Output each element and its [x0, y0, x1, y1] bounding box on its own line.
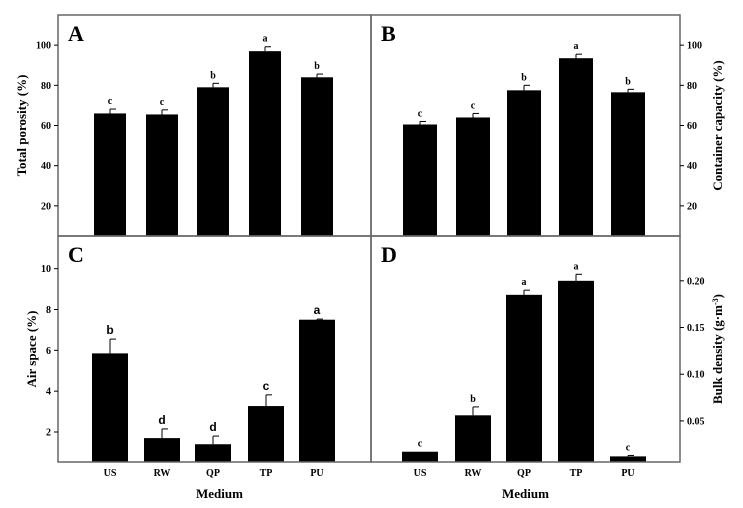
x-axis-label: Medium [196, 486, 243, 501]
significance-label: b [521, 72, 527, 83]
y-tick-label: 80 [687, 81, 697, 92]
panel-C: b US d RW d QP c TP a PU 2 4 6 8 10 C Air space (%) Mediu… [24, 235, 372, 501]
panel-B: c c b a b 20 40 60 80 100 B Container capacity (%) [370, 14, 725, 237]
significance-label: a [574, 41, 579, 52]
bar-US [403, 124, 437, 236]
x-tick-label: TP [260, 468, 273, 479]
bar-US [94, 113, 126, 236]
panel-letter: B [381, 21, 396, 46]
bar-PU [611, 92, 645, 236]
bar-PU [301, 77, 333, 236]
y-axis-label-sup: -3 [711, 298, 720, 305]
y-tick-label: 100 [687, 41, 702, 52]
significance-label: d [158, 413, 165, 427]
bar-PU [610, 456, 646, 462]
significance-label: c [160, 97, 165, 108]
significance-label: a [574, 261, 579, 272]
significance-label: a [314, 303, 321, 317]
y-axis-label-end: ) [710, 294, 725, 298]
y-tick-label: 10 [41, 264, 51, 275]
significance-label: c [418, 108, 423, 119]
bar-TP [249, 51, 281, 236]
significance-label: c [263, 379, 270, 393]
significance-label: c [471, 100, 476, 111]
significance-label: d [209, 420, 216, 434]
x-axis-label: Medium [502, 486, 549, 501]
y-tick-label: 0.05 [687, 416, 705, 427]
significance-label: b [470, 394, 476, 405]
bar-PU [299, 319, 335, 462]
panel-frame [370, 235, 681, 463]
bar-TP [559, 58, 593, 237]
x-tick-label: QP [206, 468, 220, 479]
y-tick-label: 20 [41, 201, 51, 212]
y-tick-label: 100 [36, 41, 51, 52]
bar-US [402, 451, 438, 462]
y-tick-label: 60 [687, 121, 697, 132]
significance-label: c [418, 439, 423, 450]
x-tick-label: PU [310, 468, 323, 479]
panel-letter: A [68, 21, 84, 46]
x-tick-label: US [414, 468, 427, 479]
y-tick-label: 20 [687, 201, 697, 212]
bar-US [92, 353, 128, 462]
y-tick-label: 60 [41, 121, 51, 132]
panel-D: c US b RW a QP a TP c PU 0.05 0.10 0.15 0.20 D Bulk den… [370, 235, 725, 501]
panel-letter: D [381, 242, 397, 267]
x-tick-label: US [104, 468, 117, 479]
panel-letter: C [68, 242, 84, 267]
x-tick-label: QP [517, 468, 531, 479]
y-tick-label: 0.10 [687, 370, 705, 381]
x-tick-label: TP [570, 468, 583, 479]
significance-label: a [263, 34, 268, 45]
bar-TP [558, 280, 594, 462]
bar-RW [146, 114, 178, 236]
significance-label: c [626, 442, 631, 453]
y-axis-label: Container capacity (%) [710, 60, 725, 190]
bar-QP [197, 87, 229, 236]
bar-RW [456, 117, 490, 236]
significance-label: b [314, 61, 320, 72]
y-tick-label: 80 [41, 81, 51, 92]
x-tick-label: RW [154, 468, 171, 479]
bar-QP [506, 294, 542, 462]
significance-label: c [108, 96, 113, 107]
significance-label: b [625, 76, 631, 87]
y-axis-label: Bulk density (g·m-3) [710, 294, 725, 404]
bar-RW [144, 438, 180, 462]
y-tick-label: 40 [41, 161, 51, 172]
significance-label: a [522, 277, 527, 288]
y-tick-label: 6 [46, 346, 51, 357]
y-tick-label: 0.20 [687, 276, 705, 287]
y-tick-label: 2 [46, 427, 51, 438]
x-tick-label: RW [465, 468, 482, 479]
y-tick-label: 40 [687, 161, 697, 172]
y-tick-label: 0.15 [687, 323, 705, 334]
y-axis-label: Total porosity (%) [14, 75, 29, 177]
bar-QP [195, 444, 231, 462]
panel-A: c c b a b 20 40 60 80 100 A Total porosity (%) [14, 14, 372, 237]
y-tick-label: 4 [46, 387, 51, 398]
bar-QP [507, 90, 541, 236]
x-tick-label: PU [621, 468, 634, 479]
bar-TP [248, 406, 284, 462]
significance-label: b [106, 323, 113, 337]
y-tick-label: 8 [46, 305, 51, 316]
bar-RW [455, 415, 491, 462]
y-axis-label: Air space (%) [24, 310, 39, 387]
significance-label: b [210, 70, 216, 81]
